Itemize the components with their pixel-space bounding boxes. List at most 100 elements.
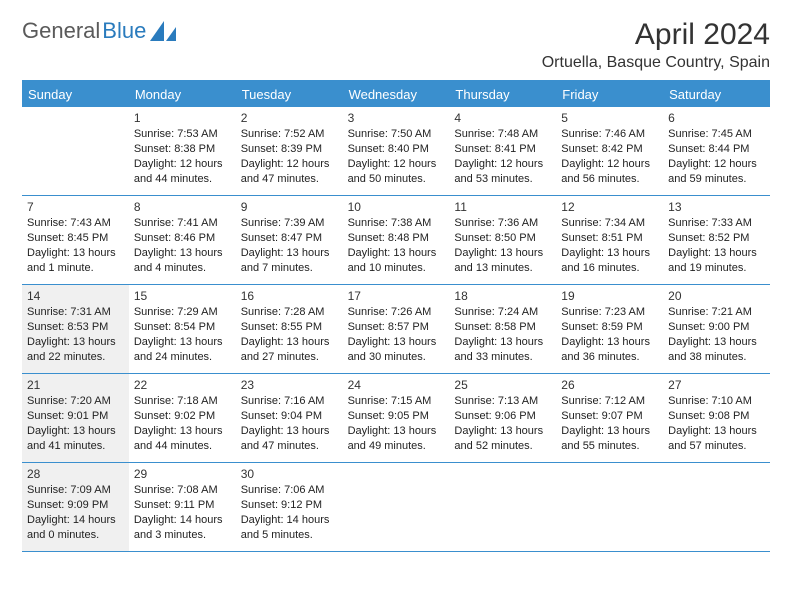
sunrise-text: Sunrise: 7:50 AM [348, 127, 445, 142]
day-number: 19 [561, 288, 658, 304]
sunrise-text: Sunrise: 7:41 AM [134, 216, 231, 231]
sunset-text: Sunset: 8:47 PM [241, 231, 338, 246]
day-header-cell: Tuesday [236, 82, 343, 107]
day-cell: 24Sunrise: 7:15 AMSunset: 9:05 PMDayligh… [343, 374, 450, 462]
day1-text: Daylight: 13 hours [454, 246, 551, 261]
day-number: 15 [134, 288, 231, 304]
day1-text: Daylight: 13 hours [348, 335, 445, 350]
day-number: 6 [668, 110, 765, 126]
day-cell: 13Sunrise: 7:33 AMSunset: 8:52 PMDayligh… [663, 196, 770, 284]
sunrise-text: Sunrise: 7:26 AM [348, 305, 445, 320]
sunrise-text: Sunrise: 7:28 AM [241, 305, 338, 320]
day-cell: 6Sunrise: 7:45 AMSunset: 8:44 PMDaylight… [663, 107, 770, 195]
title-block: April 2024 Ortuella, Basque Country, Spa… [542, 18, 770, 72]
day-cell: 7Sunrise: 7:43 AMSunset: 8:45 PMDaylight… [22, 196, 129, 284]
day-cell: 28Sunrise: 7:09 AMSunset: 9:09 PMDayligh… [22, 463, 129, 551]
day-number: 26 [561, 377, 658, 393]
day1-text: Daylight: 12 hours [668, 157, 765, 172]
day-cell [343, 463, 450, 551]
logo-word-1: General [22, 18, 100, 44]
sunset-text: Sunset: 8:45 PM [27, 231, 124, 246]
day1-text: Daylight: 12 hours [134, 157, 231, 172]
day2-text: and 5 minutes. [241, 528, 338, 543]
sunset-text: Sunset: 8:55 PM [241, 320, 338, 335]
sunset-text: Sunset: 8:52 PM [668, 231, 765, 246]
day-cell: 9Sunrise: 7:39 AMSunset: 8:47 PMDaylight… [236, 196, 343, 284]
day1-text: Daylight: 13 hours [134, 246, 231, 261]
sunrise-text: Sunrise: 7:33 AM [668, 216, 765, 231]
sunset-text: Sunset: 9:05 PM [348, 409, 445, 424]
sunrise-text: Sunrise: 7:46 AM [561, 127, 658, 142]
sunset-text: Sunset: 8:53 PM [27, 320, 124, 335]
day1-text: Daylight: 13 hours [561, 246, 658, 261]
sunrise-text: Sunrise: 7:36 AM [454, 216, 551, 231]
day2-text: and 22 minutes. [27, 350, 124, 365]
sunset-text: Sunset: 9:06 PM [454, 409, 551, 424]
day-header-cell: Wednesday [343, 82, 450, 107]
day1-text: Daylight: 12 hours [561, 157, 658, 172]
sunset-text: Sunset: 8:50 PM [454, 231, 551, 246]
day-cell [449, 463, 556, 551]
day2-text: and 33 minutes. [454, 350, 551, 365]
day-cell: 23Sunrise: 7:16 AMSunset: 9:04 PMDayligh… [236, 374, 343, 462]
day-cell: 20Sunrise: 7:21 AMSunset: 9:00 PMDayligh… [663, 285, 770, 373]
day2-text: and 52 minutes. [454, 439, 551, 454]
day-cell: 14Sunrise: 7:31 AMSunset: 8:53 PMDayligh… [22, 285, 129, 373]
day-number: 27 [668, 377, 765, 393]
sunrise-text: Sunrise: 7:09 AM [27, 483, 124, 498]
sunset-text: Sunset: 9:04 PM [241, 409, 338, 424]
week-row: 28Sunrise: 7:09 AMSunset: 9:09 PMDayligh… [22, 463, 770, 552]
sunrise-text: Sunrise: 7:39 AM [241, 216, 338, 231]
day2-text: and 16 minutes. [561, 261, 658, 276]
day1-text: Daylight: 13 hours [454, 424, 551, 439]
sunset-text: Sunset: 8:41 PM [454, 142, 551, 157]
sunset-text: Sunset: 9:07 PM [561, 409, 658, 424]
day-cell: 11Sunrise: 7:36 AMSunset: 8:50 PMDayligh… [449, 196, 556, 284]
day-number: 12 [561, 199, 658, 215]
day-header-cell: Saturday [663, 82, 770, 107]
day2-text: and 24 minutes. [134, 350, 231, 365]
day-cell: 3Sunrise: 7:50 AMSunset: 8:40 PMDaylight… [343, 107, 450, 195]
day-cell: 19Sunrise: 7:23 AMSunset: 8:59 PMDayligh… [556, 285, 663, 373]
day2-text: and 30 minutes. [348, 350, 445, 365]
week-row: 14Sunrise: 7:31 AMSunset: 8:53 PMDayligh… [22, 285, 770, 374]
day-number: 30 [241, 466, 338, 482]
day1-text: Daylight: 13 hours [27, 246, 124, 261]
day-cell [663, 463, 770, 551]
day2-text: and 27 minutes. [241, 350, 338, 365]
day-header-row: SundayMondayTuesdayWednesdayThursdayFrid… [22, 82, 770, 107]
sunset-text: Sunset: 9:00 PM [668, 320, 765, 335]
day-number: 17 [348, 288, 445, 304]
day-cell: 26Sunrise: 7:12 AMSunset: 9:07 PMDayligh… [556, 374, 663, 462]
sunset-text: Sunset: 8:39 PM [241, 142, 338, 157]
sunset-text: Sunset: 8:42 PM [561, 142, 658, 157]
day-cell: 18Sunrise: 7:24 AMSunset: 8:58 PMDayligh… [449, 285, 556, 373]
day2-text: and 47 minutes. [241, 172, 338, 187]
day-number: 10 [348, 199, 445, 215]
sunset-text: Sunset: 8:44 PM [668, 142, 765, 157]
day-cell: 16Sunrise: 7:28 AMSunset: 8:55 PMDayligh… [236, 285, 343, 373]
day-number: 7 [27, 199, 124, 215]
day2-text: and 44 minutes. [134, 172, 231, 187]
sunrise-text: Sunrise: 7:13 AM [454, 394, 551, 409]
sunset-text: Sunset: 9:01 PM [27, 409, 124, 424]
day2-text: and 4 minutes. [134, 261, 231, 276]
day-number: 5 [561, 110, 658, 126]
logo-sail-icon [150, 21, 176, 41]
sunrise-text: Sunrise: 7:52 AM [241, 127, 338, 142]
day-number: 20 [668, 288, 765, 304]
day1-text: Daylight: 13 hours [668, 335, 765, 350]
sunrise-text: Sunrise: 7:53 AM [134, 127, 231, 142]
day-number: 4 [454, 110, 551, 126]
day-cell: 10Sunrise: 7:38 AMSunset: 8:48 PMDayligh… [343, 196, 450, 284]
day-cell: 15Sunrise: 7:29 AMSunset: 8:54 PMDayligh… [129, 285, 236, 373]
day-number: 11 [454, 199, 551, 215]
logo-word-2: Blue [102, 18, 146, 44]
logo: GeneralBlue [22, 18, 176, 44]
day2-text: and 10 minutes. [348, 261, 445, 276]
sunset-text: Sunset: 9:02 PM [134, 409, 231, 424]
sunrise-text: Sunrise: 7:16 AM [241, 394, 338, 409]
day-cell: 21Sunrise: 7:20 AMSunset: 9:01 PMDayligh… [22, 374, 129, 462]
day1-text: Daylight: 13 hours [561, 335, 658, 350]
sunrise-text: Sunrise: 7:20 AM [27, 394, 124, 409]
